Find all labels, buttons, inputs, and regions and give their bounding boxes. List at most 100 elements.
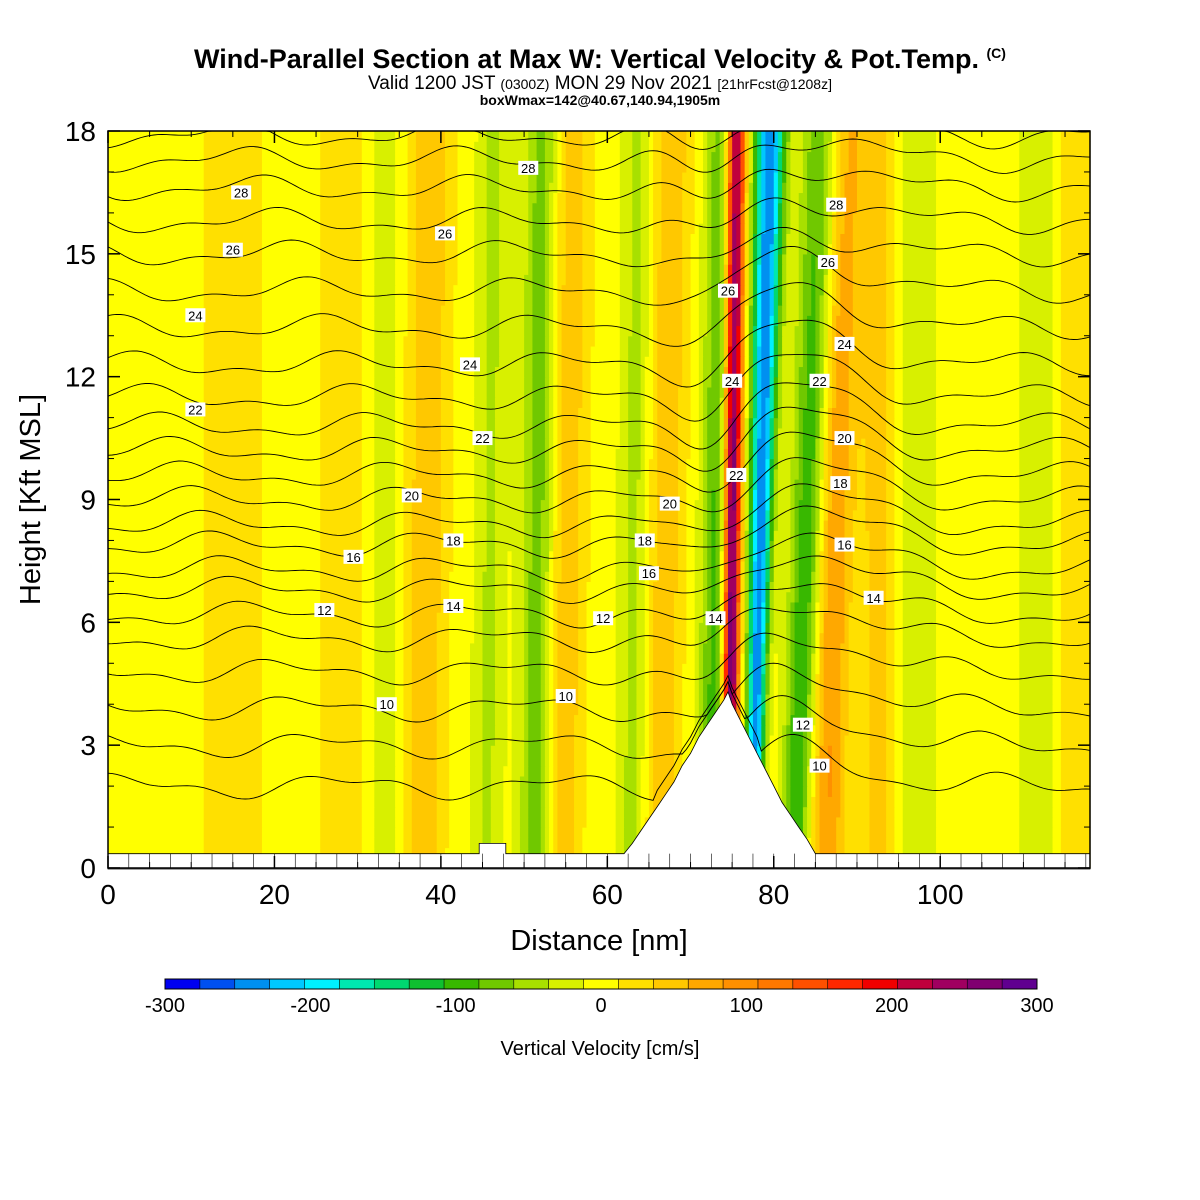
valid-time-line: Valid 1200 JST (0300Z) MON 29 Nov 2021 [… [0, 73, 1200, 95]
w-cell [727, 141, 733, 153]
w-cell [261, 775, 321, 787]
w-cell [553, 356, 558, 368]
w-cell [698, 305, 708, 316]
w-cell [549, 202, 554, 214]
w-cell [698, 683, 704, 695]
w-cell [482, 612, 496, 623]
w-cell [1019, 816, 1054, 828]
w-cell [403, 581, 413, 593]
w-cell [686, 632, 696, 644]
w-cell [719, 653, 725, 664]
w-cell [657, 407, 679, 419]
w-cell [832, 745, 841, 757]
w-cell [723, 479, 729, 490]
w-cell [1052, 294, 1062, 306]
w-cell [811, 131, 825, 142]
w-cell [790, 796, 804, 808]
w-cell [819, 386, 825, 398]
w-cell [644, 386, 654, 398]
w-cell [936, 131, 1020, 142]
w-cell [757, 274, 762, 286]
w-cell [798, 294, 804, 306]
w-cell [320, 827, 363, 838]
w-cell [1052, 366, 1062, 378]
w-cell [1019, 233, 1054, 245]
w-cell [752, 550, 758, 562]
w-cell [549, 775, 554, 787]
w-cell [653, 253, 663, 265]
w-cell [1052, 745, 1062, 757]
w-cell [457, 253, 475, 265]
w-cell [827, 356, 833, 368]
w-cell [553, 673, 558, 685]
w-cell [470, 837, 484, 849]
w-cell [844, 550, 854, 562]
w-cell [823, 479, 829, 490]
w-cell [786, 704, 792, 716]
w-cell [524, 550, 534, 562]
w-cell [790, 653, 796, 664]
w-cell [894, 284, 904, 296]
w-cell [557, 591, 579, 603]
w-cell [827, 550, 846, 562]
w-cell [698, 438, 704, 449]
w-cell [557, 161, 563, 173]
w-cell [782, 335, 796, 347]
w-cell [261, 632, 321, 644]
w-cell [619, 284, 633, 296]
w-cell [765, 499, 771, 511]
w-cell [557, 427, 563, 439]
w-cell [786, 786, 792, 797]
w-cell [773, 264, 779, 275]
w-cell [544, 806, 550, 818]
w-cell [894, 499, 904, 511]
w-cell [902, 509, 937, 521]
w-cell [407, 161, 417, 173]
w-cell [836, 274, 841, 286]
w-cell [557, 325, 563, 337]
w-cell [936, 612, 1020, 623]
w-cell [886, 806, 896, 818]
w-cell [582, 253, 596, 265]
w-cell [686, 560, 696, 572]
w-cell [811, 601, 816, 613]
w-cell [894, 612, 904, 623]
theta-contour [107, 168, 1091, 203]
w-cell [707, 417, 721, 429]
w-cell [553, 591, 558, 603]
w-cell [844, 775, 871, 787]
w-cell [619, 417, 629, 429]
w-cell [761, 161, 767, 173]
w-cell [823, 693, 841, 705]
w-cell [823, 489, 829, 501]
w-cell [1019, 386, 1054, 398]
w-cell [536, 131, 546, 142]
w-cell [719, 683, 725, 695]
theta-contour [107, 632, 1090, 686]
w-cell [657, 325, 683, 337]
w-cell [682, 305, 692, 316]
w-cell [703, 683, 708, 695]
w-cell [727, 489, 733, 501]
w-cell [844, 581, 854, 593]
w-cell [736, 653, 742, 664]
w-cell [395, 315, 409, 327]
w-cell [503, 786, 513, 797]
w-cell [723, 591, 729, 603]
w-cell [395, 775, 405, 787]
w-cell [1060, 550, 1091, 562]
w-cell [1060, 509, 1091, 521]
w-cell [540, 796, 546, 808]
w-cell [902, 233, 937, 245]
w-cell [802, 796, 808, 808]
w-cell [902, 458, 937, 470]
w-cell [815, 601, 821, 613]
w-cell [648, 581, 654, 593]
w-cell [574, 827, 583, 838]
w-cell [586, 673, 617, 685]
w-cell [540, 581, 546, 593]
w-cell [936, 786, 1020, 797]
w-cell [474, 601, 484, 613]
w-cell [653, 704, 675, 716]
w-cell [773, 489, 779, 501]
